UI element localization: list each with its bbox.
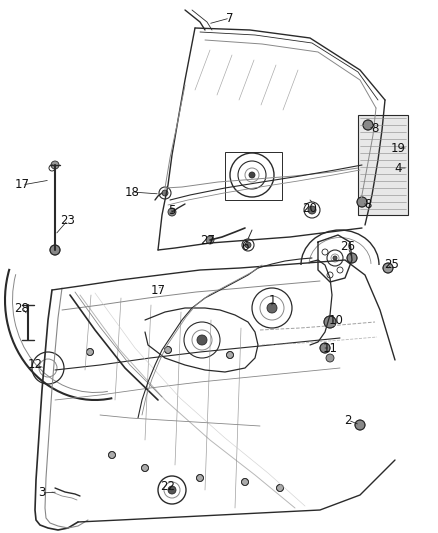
Text: 6: 6 [241, 240, 249, 254]
Text: 23: 23 [60, 214, 75, 227]
Circle shape [168, 486, 176, 494]
Text: 3: 3 [38, 487, 46, 499]
Text: 17: 17 [151, 284, 166, 296]
Text: 26: 26 [340, 240, 356, 254]
Circle shape [355, 420, 365, 430]
Circle shape [320, 343, 330, 353]
Circle shape [50, 245, 60, 255]
Text: 11: 11 [322, 342, 338, 354]
Circle shape [267, 303, 277, 313]
Text: 5: 5 [168, 204, 176, 216]
Circle shape [276, 484, 283, 491]
Circle shape [141, 464, 148, 472]
Text: 12: 12 [28, 359, 42, 372]
Text: 27: 27 [201, 233, 215, 246]
Circle shape [324, 316, 336, 328]
Circle shape [109, 451, 116, 458]
Text: 8: 8 [371, 122, 379, 134]
Circle shape [162, 190, 168, 196]
Text: 17: 17 [14, 179, 29, 191]
Circle shape [308, 206, 316, 214]
Circle shape [241, 479, 248, 486]
Circle shape [347, 253, 357, 263]
Circle shape [249, 172, 255, 178]
Circle shape [226, 351, 233, 359]
Text: 19: 19 [391, 141, 406, 155]
Circle shape [333, 256, 337, 260]
Text: 1: 1 [268, 294, 276, 306]
Polygon shape [358, 115, 408, 215]
Text: 4: 4 [394, 161, 402, 174]
Circle shape [168, 208, 176, 216]
Text: 20: 20 [303, 201, 318, 214]
Circle shape [197, 335, 207, 345]
Circle shape [383, 263, 393, 273]
Text: 25: 25 [385, 259, 399, 271]
Circle shape [197, 474, 204, 481]
Text: 2: 2 [344, 414, 352, 426]
Circle shape [245, 242, 251, 248]
Circle shape [165, 346, 172, 353]
Text: 28: 28 [14, 302, 29, 314]
Text: 22: 22 [160, 481, 176, 494]
Text: 7: 7 [226, 12, 234, 25]
Text: 10: 10 [328, 313, 343, 327]
Circle shape [206, 236, 214, 244]
Circle shape [51, 161, 59, 169]
Circle shape [326, 354, 334, 362]
Circle shape [357, 197, 367, 207]
Text: 18: 18 [124, 185, 139, 198]
Circle shape [86, 349, 93, 356]
Circle shape [363, 120, 373, 130]
Text: 8: 8 [364, 198, 372, 212]
